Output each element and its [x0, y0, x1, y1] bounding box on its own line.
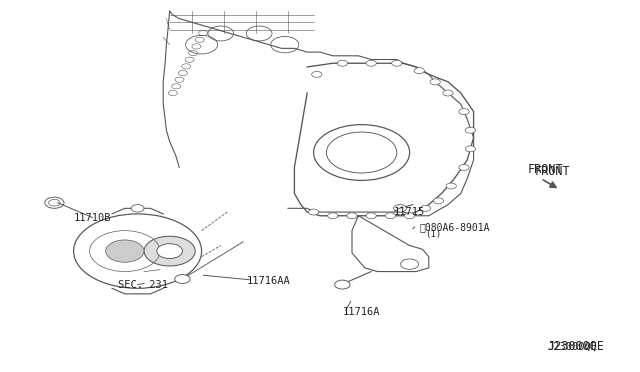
Circle shape	[337, 60, 348, 66]
Circle shape	[144, 236, 195, 266]
Circle shape	[392, 60, 402, 66]
Circle shape	[312, 71, 322, 77]
Circle shape	[465, 146, 476, 152]
Circle shape	[157, 244, 182, 259]
Circle shape	[45, 197, 64, 208]
Text: 11716AA: 11716AA	[246, 276, 290, 286]
Text: 11710B: 11710B	[74, 213, 111, 222]
Circle shape	[308, 209, 319, 215]
Text: FRONT: FRONT	[534, 165, 570, 177]
Circle shape	[459, 164, 469, 170]
Circle shape	[433, 198, 444, 204]
Circle shape	[420, 205, 431, 211]
Circle shape	[465, 127, 476, 133]
Text: (1): (1)	[426, 230, 442, 239]
Circle shape	[49, 199, 60, 206]
Circle shape	[443, 90, 453, 96]
Circle shape	[347, 213, 357, 219]
Circle shape	[459, 109, 469, 115]
Circle shape	[430, 79, 440, 85]
Circle shape	[404, 213, 415, 219]
Circle shape	[394, 205, 406, 212]
Circle shape	[131, 205, 144, 212]
Circle shape	[366, 213, 376, 219]
Text: 11716A: 11716A	[342, 308, 380, 317]
Circle shape	[335, 280, 350, 289]
Circle shape	[106, 240, 144, 262]
Circle shape	[328, 213, 338, 219]
Text: J23000QE: J23000QE	[547, 340, 604, 352]
Circle shape	[74, 214, 202, 288]
Circle shape	[385, 213, 396, 219]
Text: ①080A6-8901A: ①080A6-8901A	[419, 222, 490, 232]
Circle shape	[446, 183, 456, 189]
Text: FRONT: FRONT	[528, 163, 564, 176]
Circle shape	[366, 60, 376, 66]
Text: J23000QE: J23000QE	[547, 342, 597, 352]
Circle shape	[414, 68, 424, 74]
Circle shape	[401, 259, 419, 269]
Text: 11715: 11715	[394, 207, 425, 217]
Circle shape	[175, 275, 190, 283]
Text: SEC. 231: SEC. 231	[118, 280, 168, 289]
